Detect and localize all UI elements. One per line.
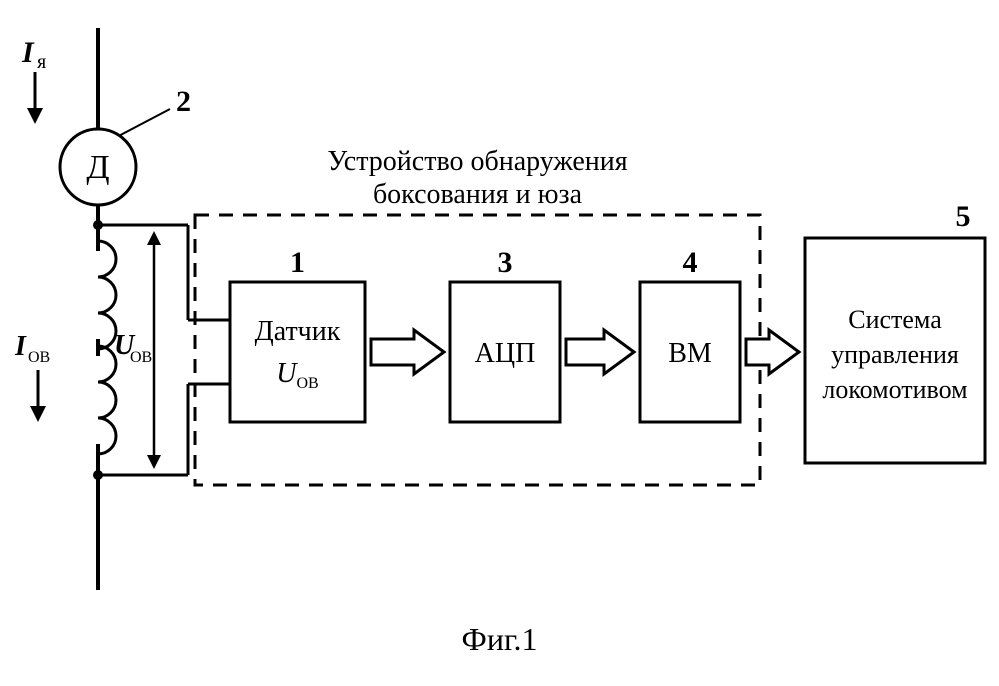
svg-text:я: я [37,51,46,73]
svg-text:2: 2 [176,85,191,118]
svg-text:Устройство обнаружения: Устройство обнаружения [327,146,627,177]
svg-text:5: 5 [956,200,971,233]
svg-text:управления: управления [831,340,959,369]
svg-text:боксования и юза: боксования и юза [373,179,583,210]
svg-text:ОВ: ОВ [130,349,152,366]
svg-text:ВМ: ВМ [668,338,712,369]
svg-text:UОВ: UОВ [276,358,318,392]
svg-text:Фиг.1: Фиг.1 [462,621,538,657]
svg-text:1: 1 [290,246,305,279]
svg-text:4: 4 [683,246,698,279]
svg-text:3: 3 [498,246,513,279]
svg-text:локомотивом: локомотивом [822,375,967,404]
svg-text:I: I [14,331,27,362]
svg-text:АЦП: АЦП [475,338,536,369]
svg-text:ОВ: ОВ [28,349,50,366]
svg-text:Д: Д [86,149,109,186]
svg-text:I: I [21,36,35,69]
svg-text:Система: Система [848,305,942,334]
svg-text:Датчик: Датчик [255,316,341,347]
